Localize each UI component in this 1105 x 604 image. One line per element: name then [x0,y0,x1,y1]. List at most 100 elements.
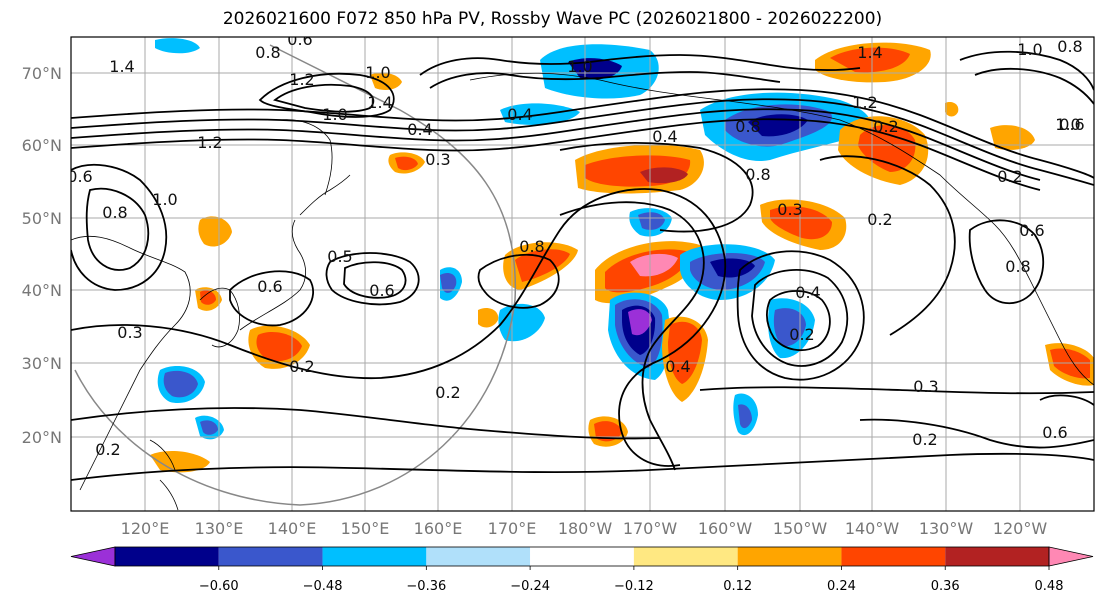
contour-value-label: 0.4 [665,357,690,376]
contour-value-label: 0.8 [735,117,760,136]
contour-value-label: 0.4 [795,283,820,302]
map-title: 2026021600 F072 850 hPa PV, Rossby Wave … [222,9,883,29]
contour-line [559,201,705,471]
contour-value-label: 1.0 [1055,115,1080,134]
contour-value-label: 0.3 [913,377,938,396]
contour-value-label: 1.0 [152,190,177,209]
positive-anomaly [200,290,216,305]
contour-value-label: 0.6 [257,277,282,296]
contour-value-label: 1.0 [322,105,347,124]
positive-anomaly [770,206,832,240]
longitude-tick-label: 120°E [121,519,170,538]
latitude-ticks: 70°N 60°N 50°N 40°N 30°N 20°N [22,64,62,447]
longitude-tick-label: 180°W [558,519,613,538]
colorbar-tick-label: −0.60 [199,579,239,594]
contour-value-label: 0.6 [369,281,394,300]
contour-line [71,407,661,440]
contour-value-label: 1.0 [1017,40,1042,59]
latitude-tick-label: 30°N [22,354,62,373]
contour-value-label: 0.2 [95,440,120,459]
contour-value-label: 0.3 [425,150,450,169]
negative-anomaly [155,38,200,54]
contour-value-label: 0.2 [912,430,937,449]
positive-anomaly [594,421,622,442]
contour-value-label: 0.2 [289,357,314,376]
colorbar-tick-label: −0.24 [510,579,550,594]
contour-line [419,54,861,76]
negative-anomaly [738,404,752,429]
contour-value-label: 1.4 [109,57,134,76]
latitude-tick-label: 70°N [22,64,62,83]
colorbar-swatch [322,547,427,566]
longitude-tick-label: 130°W [919,519,974,538]
contour-line [1039,394,1094,406]
contour-line [766,290,831,352]
colorbar-swatch [841,547,946,566]
contour-value-label: 0.2 [997,167,1022,186]
longitude-tick-label: 170°W [623,519,678,538]
contour-line [559,142,754,233]
contour-value-label: 0.2 [435,383,460,402]
positive-anomaly [515,249,570,282]
contour-value-label: 1.4 [367,93,392,112]
contour-line [343,261,407,299]
colorbar-tick-label: −0.48 [303,579,343,594]
negative-anomaly [773,308,806,347]
longitude-tick-label: 150°E [341,519,390,538]
positive-anomaly [830,47,910,73]
latitude-tick-label: 40°N [22,281,62,300]
contour-line [71,452,1094,481]
colorbar-extend-high [1048,546,1094,567]
great-circle-arc [74,44,517,506]
contour-line [959,50,1094,91]
contour-line [819,155,956,336]
colorbar-swatch [115,547,219,566]
contour-line [273,83,375,113]
contour-value-label: 0.8 [102,203,127,222]
latitude-tick-label: 50°N [22,209,62,228]
contour-value-label: 0.2 [789,325,814,344]
longitude-tick-label: 120°W [993,519,1048,538]
contour-value-label: 1.4 [857,43,882,62]
colorbar-tick-label: 0.24 [827,579,856,594]
contour-line [71,118,1041,191]
colorbar-swatch [633,547,738,566]
coastline-kuriles [299,174,351,216]
contour-value-label: 1.2 [197,133,222,152]
contour-value-label: 0.4 [507,105,532,124]
colorbar-swatch [737,547,842,566]
latitude-tick-label: 60°N [22,136,62,155]
colorbar-outline [114,546,1050,567]
contour-line [477,253,560,309]
negative-anomaly [638,212,665,230]
contour-line [85,187,150,271]
colorbar-tick-label: −0.36 [406,579,446,594]
contour-value-label: 0.3 [777,200,802,219]
contour-value-label: 0.5 [327,247,352,266]
contour-line [736,250,865,381]
positive-anomaly [640,167,688,184]
contour-value-label: 0.2 [873,117,898,136]
contour-value-label: 0.8 [519,237,544,256]
colorbar-swatch [945,547,1049,566]
contour-value-label: 0.2 [867,210,892,229]
positive-anomaly [150,450,210,473]
positive-anomaly [478,308,499,328]
colorbar-extend-low [70,546,116,567]
contour-value-label: 0.8 [255,43,280,62]
contour-line [751,269,849,367]
longitude-tick-label: 160°W [698,519,753,538]
negative-anomaly [628,309,652,336]
contour-line [229,270,315,327]
map-frame [70,36,1095,512]
colorbar-swatch [530,547,634,566]
coastline-asia [71,235,191,491]
positive-anomaly [945,102,959,117]
positive-anomaly [256,332,302,362]
contour-value-label: 0.6 [287,30,312,49]
contour-line [859,418,1094,449]
positive-anomaly [630,253,678,277]
coastline-north-america [994,224,1094,386]
latitude-tick-label: 20°N [22,428,62,447]
longitude-tick-label: 140°W [845,519,900,538]
